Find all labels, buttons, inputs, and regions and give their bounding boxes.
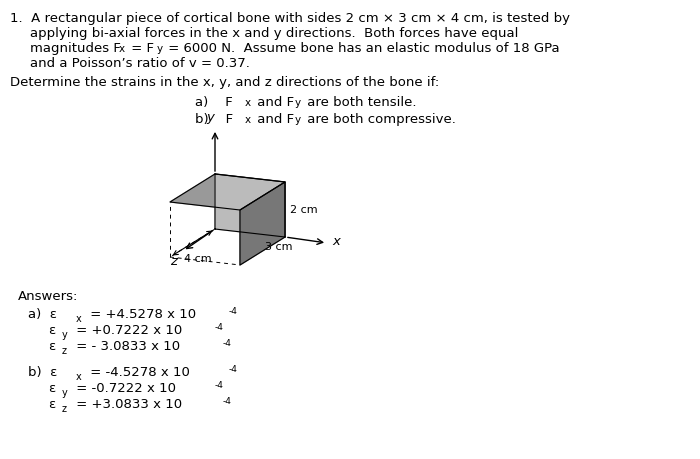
Text: and F: and F: [253, 113, 294, 126]
Text: Answers:: Answers:: [18, 289, 78, 302]
Text: ε: ε: [48, 397, 55, 410]
Text: are both compressive.: are both compressive.: [303, 113, 456, 126]
Polygon shape: [240, 183, 285, 265]
Text: magnitudes F: magnitudes F: [30, 42, 121, 55]
Text: y: y: [157, 44, 163, 54]
Polygon shape: [170, 174, 285, 211]
Text: z: z: [62, 403, 67, 413]
Text: a)  ε: a) ε: [28, 308, 57, 320]
Text: b)    F: b) F: [195, 113, 233, 126]
Text: ε: ε: [48, 381, 55, 394]
Text: -4: -4: [223, 396, 232, 405]
Text: -4: -4: [223, 338, 232, 347]
Text: a)    F: a) F: [195, 96, 232, 109]
Text: y: y: [295, 115, 301, 125]
Polygon shape: [215, 174, 285, 237]
Text: and a Poisson’s ratio of v = 0.37.: and a Poisson’s ratio of v = 0.37.: [30, 57, 250, 70]
Text: ε: ε: [48, 323, 55, 336]
Text: = +4.5278 x 10: = +4.5278 x 10: [86, 308, 196, 320]
Text: = F: = F: [127, 42, 154, 55]
Text: and F: and F: [253, 96, 294, 109]
Text: z: z: [170, 254, 177, 268]
Text: = -0.7222 x 10: = -0.7222 x 10: [72, 381, 176, 394]
Text: 1.  A rectangular piece of cortical bone with sides 2 cm × 3 cm × 4 cm, is teste: 1. A rectangular piece of cortical bone …: [10, 12, 570, 25]
Text: = 6000 N.  Assume bone has an elastic modulus of 18 GPa: = 6000 N. Assume bone has an elastic mod…: [164, 42, 559, 55]
Text: 2 cm: 2 cm: [290, 205, 318, 215]
Text: -4: -4: [229, 306, 238, 315]
Text: x: x: [119, 44, 125, 54]
Text: x: x: [332, 235, 340, 248]
Text: are both tensile.: are both tensile.: [303, 96, 416, 109]
Text: 4 cm: 4 cm: [183, 253, 211, 263]
Text: = +3.0833 x 10: = +3.0833 x 10: [72, 397, 182, 410]
Text: Determine the strains in the x, y, and z directions of the bone if:: Determine the strains in the x, y, and z…: [10, 76, 440, 89]
Text: y: y: [206, 111, 214, 124]
Text: ε: ε: [48, 339, 55, 352]
Text: y: y: [295, 98, 301, 108]
Text: = - 3.0833 x 10: = - 3.0833 x 10: [72, 339, 180, 352]
Text: x: x: [245, 115, 251, 125]
Text: -4: -4: [215, 322, 224, 331]
Text: -4: -4: [215, 380, 224, 389]
Text: x: x: [76, 371, 82, 381]
Text: 3 cm: 3 cm: [265, 241, 293, 252]
Text: x: x: [245, 98, 251, 108]
Text: -4: -4: [229, 364, 238, 373]
Text: y: y: [62, 387, 68, 397]
Text: y: y: [62, 329, 68, 339]
Text: applying bi-axial forces in the x and y directions.  Both forces have equal: applying bi-axial forces in the x and y …: [30, 27, 519, 40]
Text: z: z: [62, 345, 67, 355]
Text: = -4.5278 x 10: = -4.5278 x 10: [86, 365, 190, 378]
Text: x: x: [76, 313, 82, 323]
Text: = +0.7222 x 10: = +0.7222 x 10: [72, 323, 182, 336]
Text: b)  ε: b) ε: [28, 365, 57, 378]
